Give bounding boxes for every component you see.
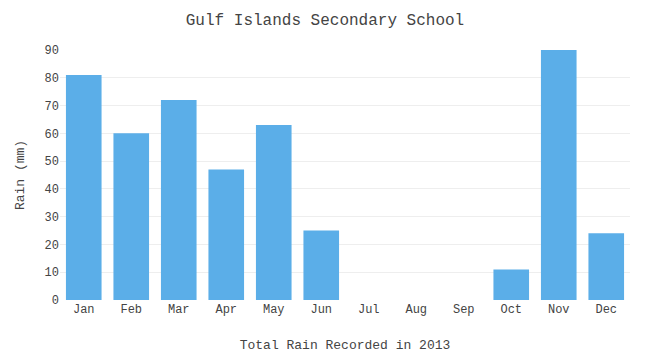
svg-text:50: 50 (45, 155, 59, 169)
svg-text:Gulf Islands Secondary School: Gulf Islands Secondary School (186, 12, 464, 30)
svg-text:Apr: Apr (215, 303, 237, 317)
svg-text:80: 80 (45, 72, 59, 86)
svg-text:10: 10 (45, 266, 59, 280)
svg-text:Total Rain Recorded in 2013: Total Rain Recorded in 2013 (240, 338, 451, 353)
svg-text:60: 60 (45, 128, 59, 142)
svg-text:70: 70 (45, 100, 59, 114)
svg-text:May: May (263, 303, 285, 317)
svg-text:Nov: Nov (548, 303, 570, 317)
svg-text:0: 0 (52, 294, 59, 308)
svg-text:20: 20 (45, 239, 59, 253)
svg-text:Jul: Jul (358, 303, 380, 317)
svg-text:Feb: Feb (120, 303, 142, 317)
svg-text:Mar: Mar (168, 303, 190, 317)
svg-text:Dec: Dec (595, 303, 617, 317)
svg-text:Rain (mm): Rain (mm) (13, 140, 28, 210)
svg-text:Sep: Sep (453, 303, 475, 317)
svg-text:Oct: Oct (500, 303, 522, 317)
svg-text:Jan: Jan (73, 303, 95, 317)
svg-text:90: 90 (45, 44, 59, 58)
svg-text:40: 40 (45, 183, 59, 197)
svg-text:Aug: Aug (405, 303, 427, 317)
svg-text:Jun: Jun (310, 303, 332, 317)
svg-text:30: 30 (45, 211, 59, 225)
